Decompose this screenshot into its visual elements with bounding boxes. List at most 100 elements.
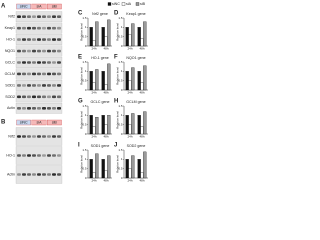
legend-label: siB (140, 2, 146, 6)
band (47, 26, 51, 30)
y-tick-label: 0 (85, 44, 87, 48)
band (32, 15, 36, 19)
band (22, 26, 26, 30)
band (22, 135, 26, 138)
lane-label: siB (52, 5, 58, 9)
band (57, 15, 61, 19)
band (57, 49, 61, 53)
band (47, 84, 51, 87)
bar (131, 155, 135, 179)
y-tick-label: 1 (85, 157, 87, 161)
band (52, 49, 56, 53)
panel-letter: A (1, 4, 6, 10)
band (37, 72, 41, 76)
bar (95, 69, 99, 91)
bar (104, 124, 108, 135)
band (57, 38, 61, 41)
band (17, 84, 21, 87)
y-tick-label: 1 (85, 69, 87, 73)
lane-label: siNC (20, 121, 28, 125)
bar (143, 151, 147, 179)
row-label: GCLM (5, 72, 15, 76)
y-axis-label: Relative level (79, 67, 83, 85)
bar (128, 168, 132, 179)
band (57, 106, 61, 110)
row-label: NQO1 (5, 49, 15, 53)
band (27, 61, 31, 64)
band (32, 61, 36, 64)
bar (107, 19, 111, 47)
band (57, 61, 61, 64)
y-tick-label: 0 (121, 176, 123, 180)
bar (89, 159, 93, 179)
band (32, 72, 36, 76)
bar (131, 113, 135, 135)
bar (143, 21, 147, 47)
y-tick-label: 1.5 (118, 104, 123, 108)
bar (107, 115, 111, 135)
band (17, 106, 21, 110)
band (37, 135, 41, 138)
bar (140, 126, 144, 135)
lane-group (47, 119, 62, 126)
bar (89, 27, 93, 47)
bar (104, 36, 108, 47)
bar (143, 65, 147, 91)
band (42, 106, 46, 110)
band (57, 95, 61, 99)
legend-swatch (135, 2, 140, 6)
band (42, 61, 46, 64)
bar (95, 153, 99, 179)
y-tick-label: 0 (121, 88, 123, 92)
band (37, 154, 41, 157)
bar (131, 67, 135, 91)
band (47, 72, 51, 76)
x-tick-label: 24h (127, 46, 132, 50)
band (37, 84, 41, 87)
band (47, 154, 51, 157)
band (22, 72, 26, 76)
band (57, 84, 61, 87)
bar (101, 115, 105, 135)
panel-letter: D (114, 11, 119, 17)
band (17, 49, 21, 53)
y-axis-label: Relative level (115, 111, 119, 129)
bar (125, 27, 129, 47)
x-tick-label: 24h (127, 178, 132, 182)
x-tick-label: 48h (103, 90, 108, 94)
y-tick-label: 1.5 (118, 60, 123, 64)
y-tick-label: 0 (121, 44, 123, 48)
band (52, 61, 56, 64)
x-tick-label: 48h (139, 90, 144, 94)
panel-letter: B (1, 120, 6, 126)
band (37, 49, 41, 53)
band (27, 173, 31, 176)
chart-title: Nrf2 gene (92, 12, 108, 16)
chart-title: HO-1 gene (91, 56, 109, 60)
band (42, 84, 46, 87)
band (32, 84, 36, 87)
y-tick-label: 1.5 (82, 104, 87, 108)
y-axis-label: Relative level (115, 67, 119, 85)
legend-swatch (107, 2, 112, 6)
bar (137, 159, 141, 179)
band (52, 173, 56, 176)
bar (107, 155, 111, 179)
bar (140, 82, 144, 91)
band (52, 84, 56, 87)
row-label: Actin (7, 172, 15, 176)
panel-letter: I (78, 143, 80, 149)
band (17, 135, 21, 138)
lane-group (16, 3, 31, 10)
band (32, 135, 36, 138)
y-tick-label: 1 (121, 157, 123, 161)
band (47, 49, 51, 53)
band (52, 154, 56, 157)
bar (137, 71, 141, 91)
bar (92, 172, 96, 179)
band (17, 26, 21, 30)
x-tick-label: 48h (103, 178, 108, 182)
bar (92, 82, 96, 91)
bar (137, 27, 141, 47)
band (17, 154, 21, 157)
